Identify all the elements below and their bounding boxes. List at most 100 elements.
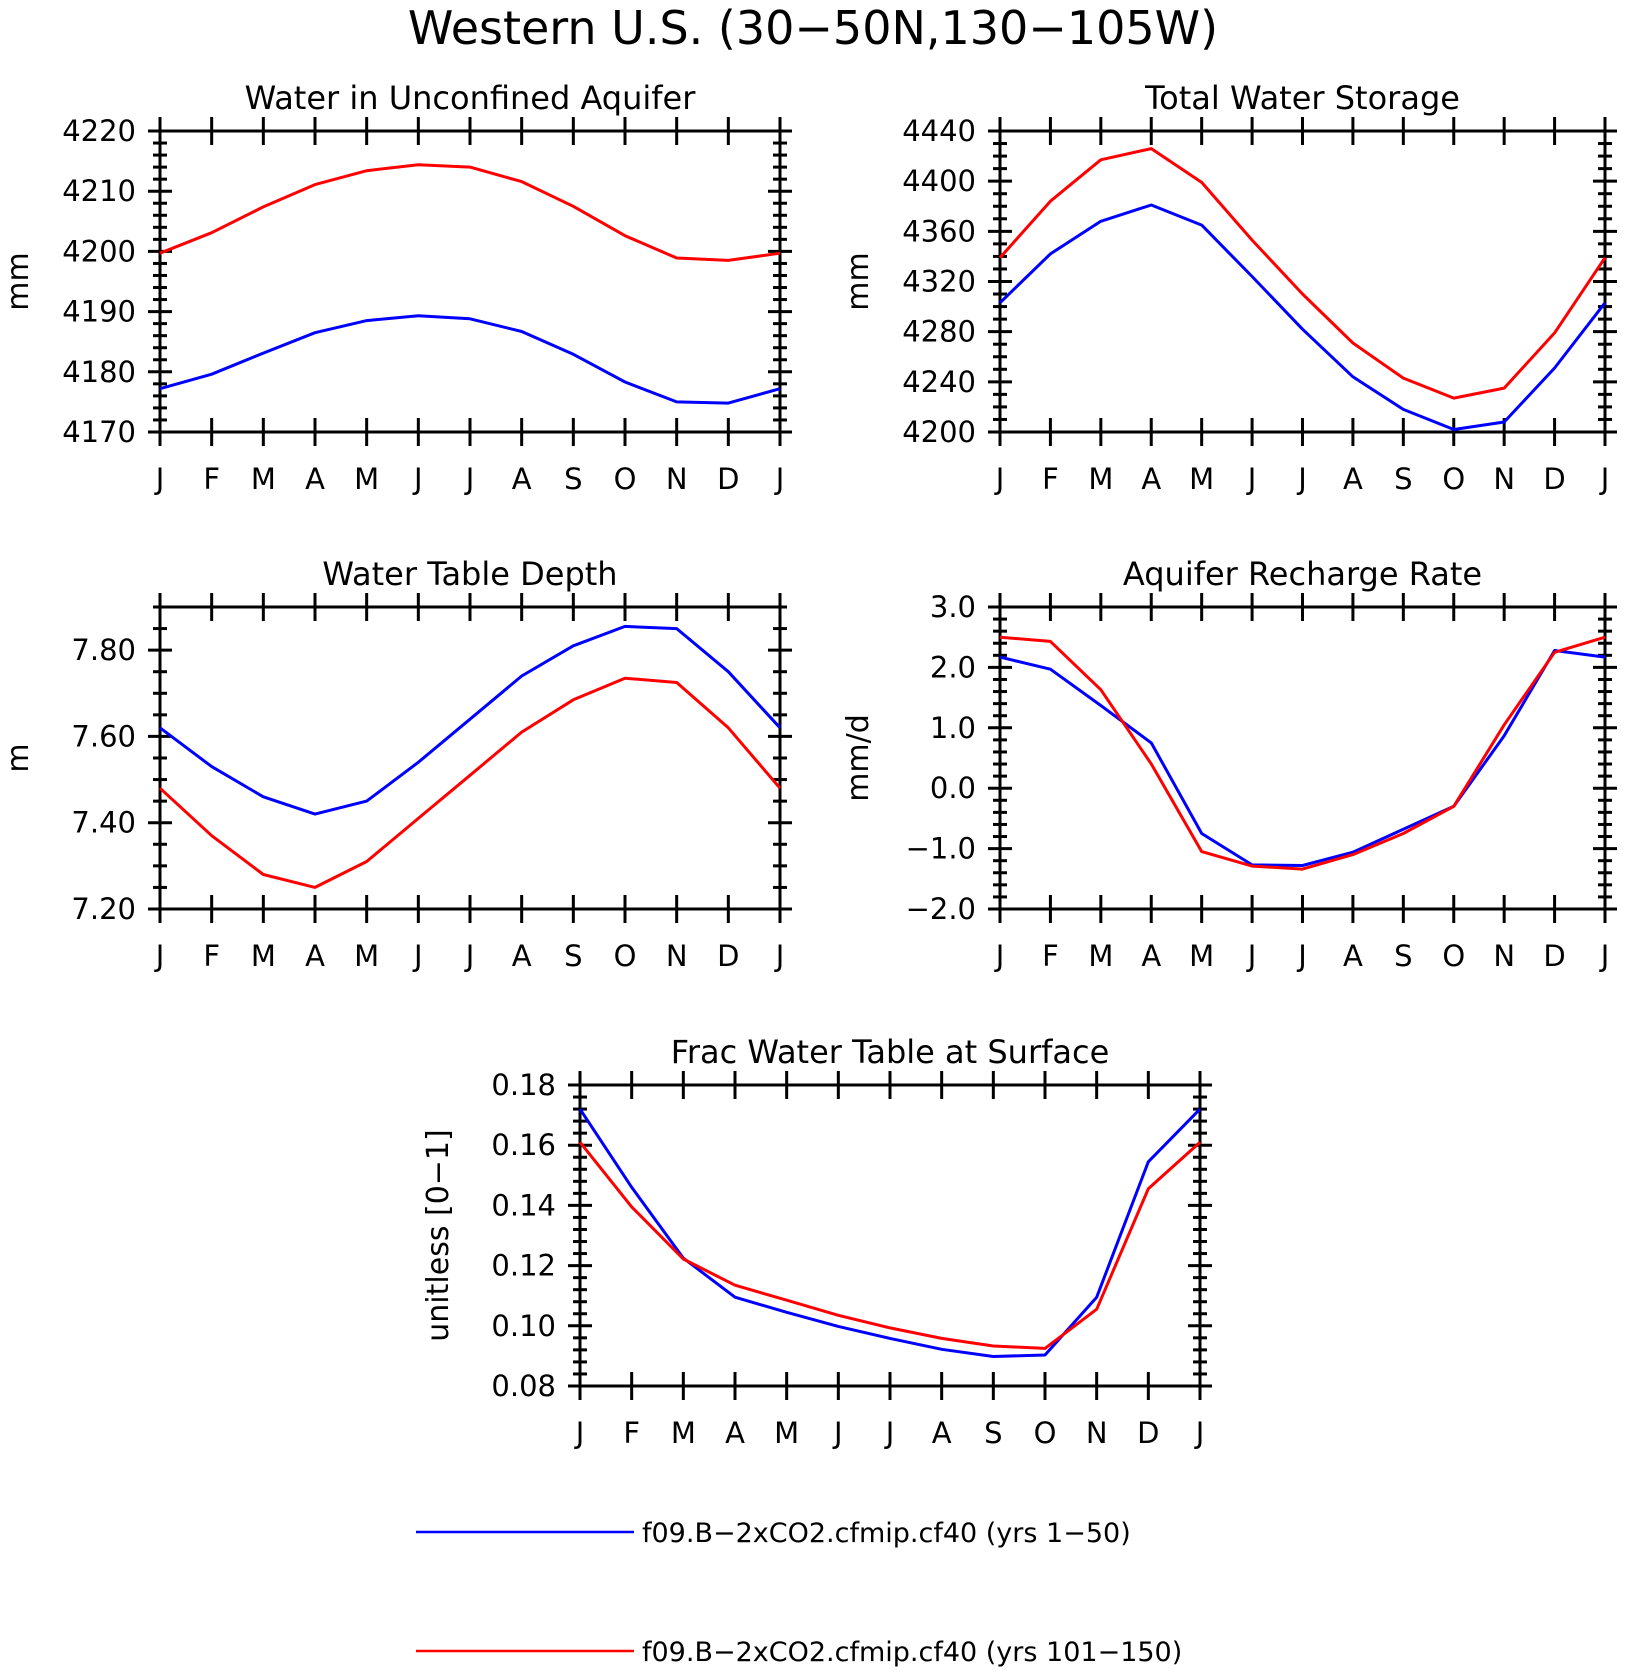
x-tick-label: M <box>1189 939 1214 973</box>
panel-5: Frac Water Table at Surface 0.08 0.10 0.12 0… <box>421 1033 1212 1450</box>
plot-frame <box>998 605 1607 911</box>
x-tick-label: M <box>671 1416 696 1450</box>
x-tick-label: M <box>1088 462 1113 496</box>
x-tick-label: O <box>1442 462 1465 496</box>
x-tick-label: J <box>154 939 165 973</box>
x-tick-label: J <box>832 1416 843 1450</box>
y-axis-label: mm <box>841 252 876 310</box>
series-line-red <box>999 635 1606 871</box>
x-tick-label: N <box>1493 939 1515 973</box>
y-tick-label: 7.80 <box>71 633 136 667</box>
panel-4: Aquifer Recharge Rate −2.0 −1.0 0.0 1.0 2.0 3.… <box>841 555 1617 973</box>
x-tick-label: J <box>1246 939 1257 973</box>
y-tick-label: 3.0 <box>930 590 976 624</box>
x-tick-label: J <box>1296 939 1307 973</box>
x-tick-label: S <box>1394 939 1412 973</box>
x-tick-label: A <box>1141 939 1161 973</box>
x-tick-label: N <box>666 939 688 973</box>
y-tick-label: 0.08 <box>491 1369 556 1403</box>
x-tick-label: J <box>774 462 785 496</box>
x-tick-label: D <box>1137 1416 1159 1450</box>
series-line-red <box>159 163 781 262</box>
panel-2: Total Water Storage 4200 4240 4280 4320 4360 4… <box>841 79 1617 496</box>
x-tick-label: J <box>1246 462 1257 496</box>
x-tick-label: F <box>203 939 220 973</box>
y-tick-label: 4190 <box>62 295 136 329</box>
x-tick-label: J <box>464 462 475 496</box>
y-tick-label: 4210 <box>62 174 136 208</box>
x-tick-label: F <box>1042 939 1059 973</box>
x-tick-label: J <box>1599 939 1610 973</box>
y-tick-label: 4200 <box>62 234 136 268</box>
y-tick-label: −1.0 <box>906 832 976 866</box>
panel-title: Water in Unconfined Aquifer <box>245 79 697 117</box>
x-tick-label: D <box>1543 462 1565 496</box>
series-line-red <box>998 147 1607 400</box>
series-line-blue <box>998 203 1607 431</box>
x-tick-label: A <box>305 462 325 496</box>
x-tick-label: F <box>1042 462 1059 496</box>
panel-title: Total Water Storage <box>1144 79 1460 117</box>
x-tick-label: M <box>1189 462 1214 496</box>
figure-title: Western U.S. (30−50N,130−105W) <box>408 1 1218 55</box>
legend-label: f09.B−2xCO2.cfmip.cf40 (yrs 101−150) <box>642 1637 1182 1668</box>
x-tick-label: A <box>512 462 532 496</box>
x-tick-label: M <box>354 462 379 496</box>
legend-item-1: f09.B−2xCO2.cfmip.cf40 (yrs 1−50) <box>416 1518 1131 1549</box>
x-tick-label: D <box>717 939 739 973</box>
x-tick-label: J <box>994 939 1005 973</box>
y-tick-label: 4240 <box>902 365 976 399</box>
y-tick-label: 1.0 <box>930 711 976 745</box>
x-tick-label: N <box>666 462 688 496</box>
x-tick-label: A <box>1141 462 1161 496</box>
x-tick-label: J <box>412 939 423 973</box>
x-tick-label: O <box>614 939 637 973</box>
plot-frame <box>158 129 782 434</box>
x-tick-label: D <box>1543 939 1565 973</box>
y-tick-label: −2.0 <box>906 892 976 926</box>
y-tick-label: 4200 <box>902 415 976 449</box>
plot-frame <box>578 1083 1202 1388</box>
y-tick-label: 0.14 <box>491 1188 556 1222</box>
y-axis-label: m <box>1 743 36 772</box>
x-tick-label: J <box>412 462 423 496</box>
x-tick-label: O <box>1034 1416 1057 1450</box>
x-tick-label: M <box>251 939 276 973</box>
y-tick-label: 4360 <box>902 214 976 248</box>
x-tick-label: F <box>623 1416 640 1450</box>
y-axis-label: unitless [0−1] <box>421 1129 456 1341</box>
y-tick-label: 7.20 <box>71 892 136 926</box>
series-line-blue <box>578 1108 1202 1358</box>
x-tick-label: A <box>1343 939 1363 973</box>
x-tick-label: O <box>1442 939 1465 973</box>
x-tick-label: J <box>884 1416 895 1450</box>
legend-item-2: f09.B−2xCO2.cfmip.cf40 (yrs 101−150) <box>416 1637 1182 1668</box>
legend: f09.B−2xCO2.cfmip.cf40 (yrs 1−50) f09.B−2… <box>416 1518 1182 1668</box>
y-tick-label: 4280 <box>902 315 976 349</box>
y-tick-label: 4440 <box>902 114 976 148</box>
series-line-red <box>578 1141 1202 1350</box>
panel-1: Water in Unconfined Aquifer 4170 4180 4190 4… <box>1 79 792 496</box>
plot-frame <box>158 605 782 911</box>
x-tick-label: S <box>1394 462 1412 496</box>
x-tick-label: A <box>1343 462 1363 496</box>
series-line-blue <box>159 624 782 816</box>
y-tick-label: 4170 <box>62 415 136 449</box>
x-tick-label: F <box>203 462 220 496</box>
y-tick-label: 0.0 <box>930 771 976 805</box>
x-tick-label: S <box>984 1416 1002 1450</box>
x-tick-label: J <box>464 939 475 973</box>
panels: Water in Unconfined Aquifer 4170 4180 4190 4… <box>1 79 1617 1450</box>
y-tick-label: 0.18 <box>491 1068 556 1102</box>
x-tick-label: O <box>614 462 637 496</box>
plot-frame <box>998 129 1607 434</box>
x-tick-label: A <box>512 939 532 973</box>
x-tick-label: S <box>564 939 582 973</box>
y-tick-label: 4220 <box>62 114 136 148</box>
y-tick-label: 7.60 <box>71 719 136 753</box>
y-tick-label: 0.16 <box>491 1128 556 1162</box>
panel-title: Aquifer Recharge Rate <box>1123 555 1482 593</box>
series-line-red <box>158 676 782 889</box>
